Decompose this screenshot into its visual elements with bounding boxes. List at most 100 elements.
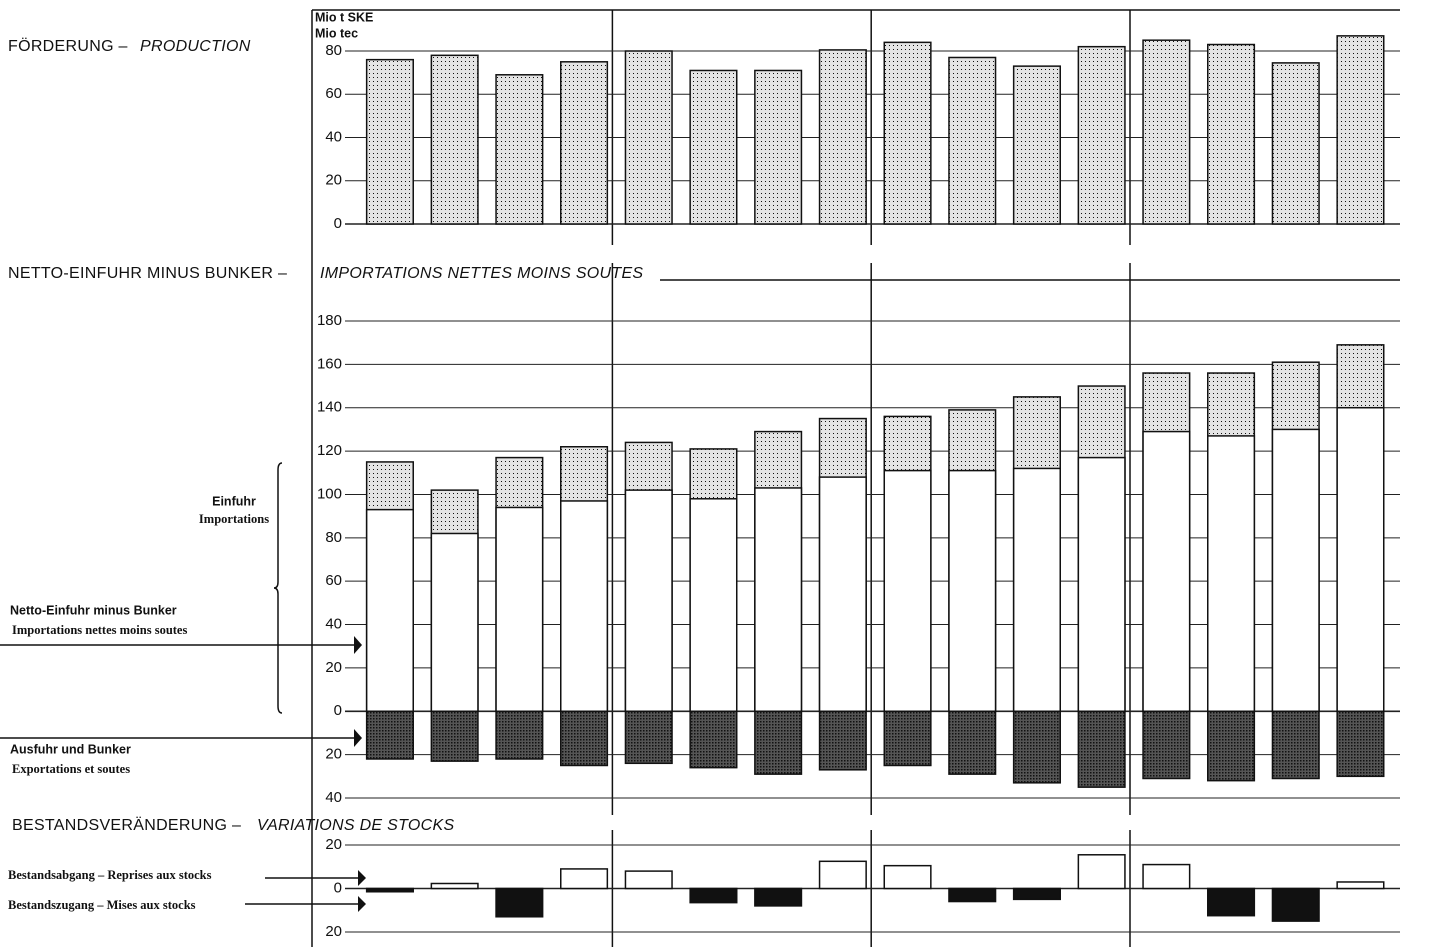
bar xyxy=(1271,710,1320,780)
bar xyxy=(883,710,932,767)
y-tick-label: 20 xyxy=(325,923,342,940)
y-tick-label: 40 xyxy=(325,128,342,145)
y-tick-label: 120 xyxy=(317,442,342,459)
bar xyxy=(560,61,609,225)
bar xyxy=(1336,881,1385,890)
bar xyxy=(624,50,673,225)
bar xyxy=(1207,710,1256,782)
panel-title: FÖRDERUNG – xyxy=(8,37,128,55)
bar xyxy=(948,56,997,225)
bar xyxy=(1142,863,1191,890)
y-tick-label: 100 xyxy=(317,485,342,502)
panel-title: PRODUCTION xyxy=(140,38,251,55)
bar xyxy=(689,710,738,769)
bar xyxy=(624,710,673,765)
bar xyxy=(883,41,932,225)
bar xyxy=(1077,854,1126,890)
unit-label: Mio tec xyxy=(315,26,358,40)
bar xyxy=(1077,710,1126,788)
bar xyxy=(754,69,803,225)
bar xyxy=(948,710,997,775)
bar xyxy=(365,58,414,225)
bar xyxy=(365,887,414,893)
bar xyxy=(1271,62,1320,225)
bar xyxy=(430,882,479,890)
arrow-head xyxy=(358,896,366,912)
panel-title: NETTO-EINFUHR MINUS BUNKER – xyxy=(8,265,287,282)
bar xyxy=(1271,887,1320,922)
y-tick-label: 0 xyxy=(334,702,342,719)
bar xyxy=(365,710,414,760)
y-tick-label: 20 xyxy=(325,746,342,763)
y-tick-label: 140 xyxy=(317,399,342,416)
annotation: Importations nettes moins soutes xyxy=(12,623,187,637)
bar xyxy=(754,487,803,713)
y-tick-label: 80 xyxy=(325,529,342,546)
bar xyxy=(1142,430,1191,713)
annotation: Importations xyxy=(199,512,269,526)
bar xyxy=(1077,45,1126,225)
bar xyxy=(689,887,738,904)
bar xyxy=(948,469,997,713)
bar xyxy=(818,476,867,713)
annotation: Exportations et soutes xyxy=(12,762,130,776)
bar xyxy=(430,532,479,713)
y-tick-label: 40 xyxy=(325,616,342,633)
panel-title: IMPORTATIONS NETTES MOINS SOUTES xyxy=(320,265,643,282)
bar xyxy=(1271,428,1320,713)
bar xyxy=(560,710,609,767)
bar xyxy=(818,710,867,771)
y-tick-label: 80 xyxy=(325,42,342,59)
bar xyxy=(1142,710,1191,780)
bar xyxy=(624,870,673,890)
bar xyxy=(365,508,414,713)
bar xyxy=(818,860,867,890)
arrow-head xyxy=(358,870,366,886)
bar xyxy=(1336,406,1385,713)
y-tick-label: 20 xyxy=(325,172,342,189)
arrow-head xyxy=(354,729,362,747)
y-tick-label: 180 xyxy=(317,312,342,329)
bar xyxy=(495,74,544,225)
bar xyxy=(1207,43,1256,225)
y-tick-label: 60 xyxy=(325,85,342,102)
annotation: Einfuhr xyxy=(212,494,256,508)
y-tick-label: 40 xyxy=(325,789,342,806)
y-tick-label: 0 xyxy=(334,215,342,232)
bar xyxy=(1336,35,1385,225)
panel-title: BESTANDSVERÄNDERUNG – xyxy=(12,816,241,834)
bar xyxy=(754,887,803,907)
bar xyxy=(495,506,544,713)
unit-label: Mio t SKE xyxy=(315,10,373,24)
annotation: Ausfuhr und Bunker xyxy=(10,742,131,756)
bar xyxy=(560,500,609,713)
bar xyxy=(1207,435,1256,713)
bar xyxy=(1012,887,1061,901)
bar xyxy=(624,489,673,713)
annotation: Bestandszugang – Mises aux stocks xyxy=(8,898,196,912)
bar xyxy=(1012,467,1061,713)
annotation: Bestandsabgang – Reprises aux stocks xyxy=(8,868,212,882)
bar xyxy=(883,469,932,713)
arrow-head xyxy=(354,636,362,654)
bar xyxy=(948,887,997,903)
bar xyxy=(754,710,803,775)
annotation: Netto-Einfuhr minus Bunker xyxy=(10,603,177,617)
bar xyxy=(1012,65,1061,225)
bar xyxy=(1207,887,1256,917)
bar xyxy=(495,887,544,918)
bar xyxy=(689,498,738,713)
bar xyxy=(430,710,479,762)
bar xyxy=(495,710,544,760)
y-tick-label: 60 xyxy=(325,572,342,589)
bar xyxy=(1012,710,1061,784)
brace xyxy=(273,462,283,714)
bar xyxy=(689,69,738,225)
y-tick-label: 0 xyxy=(334,879,342,896)
bar xyxy=(883,864,932,890)
y-tick-label: 160 xyxy=(317,355,342,372)
bar xyxy=(1336,710,1385,778)
bar xyxy=(818,49,867,225)
y-tick-label: 20 xyxy=(325,836,342,853)
